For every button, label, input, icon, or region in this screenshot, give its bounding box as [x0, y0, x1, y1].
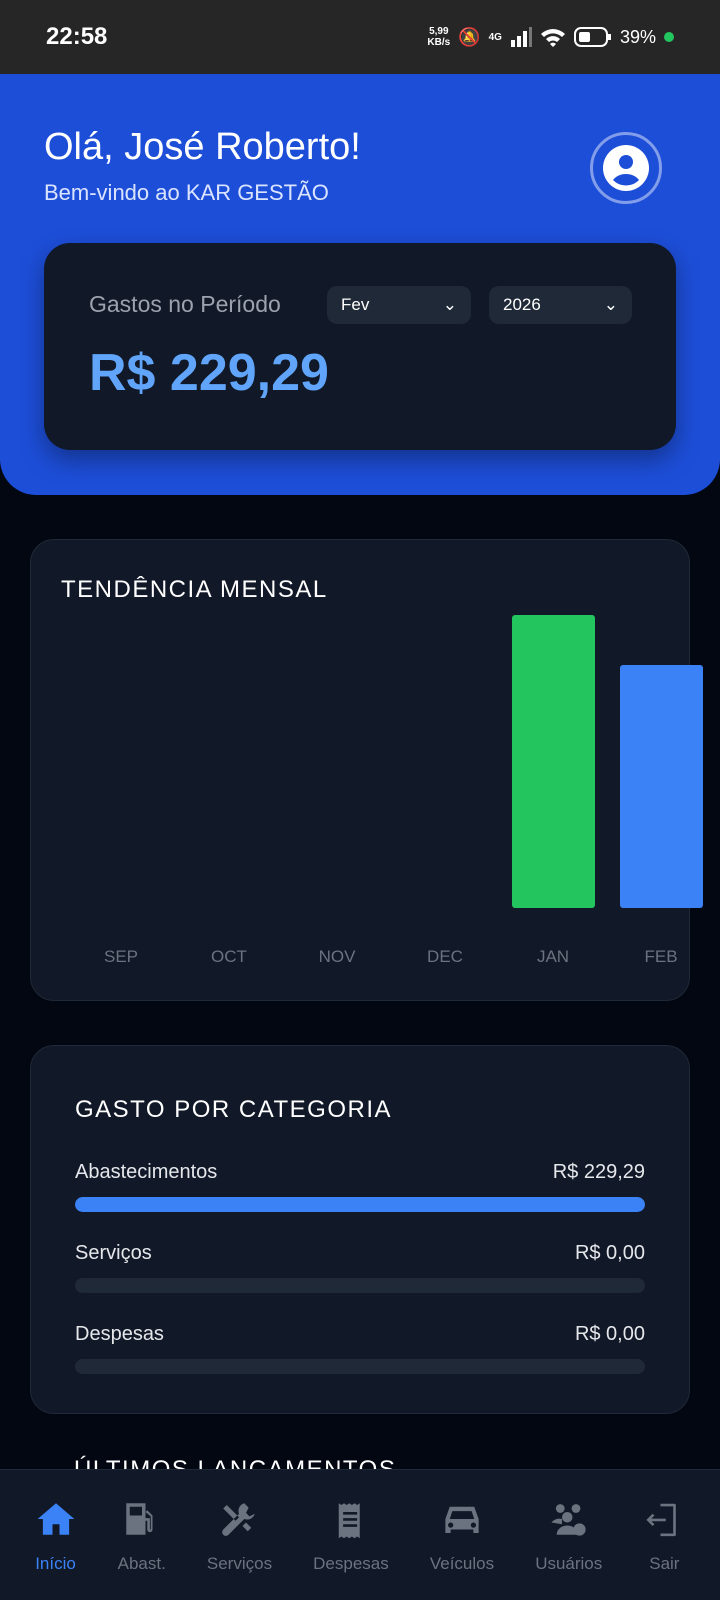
nav-item-veículos[interactable]: Veículos — [430, 1470, 494, 1600]
network-type: 4G — [488, 31, 502, 43]
period-label: Gastos no Período — [89, 291, 281, 317]
nav-item-sair[interactable]: Sair — [643, 1470, 685, 1600]
nav-item-despesas[interactable]: Despesas — [313, 1470, 389, 1600]
monthly-trend-card: TENDÊNCIA MENSAL SEP OCT NOV DEC JAN FEB — [30, 539, 703, 1001]
month-select[interactable]: Fev ⌄ — [327, 286, 471, 324]
chevron-down-icon: ⌄ — [442, 295, 457, 314]
category-item: Abastecimentos R$ 229,29 — [75, 1161, 645, 1212]
x-tick-label: SEP — [103, 947, 139, 966]
nav-item-abast[interactable]: Abast. — [118, 1470, 166, 1600]
net-speed-value: 5,99 — [429, 26, 449, 37]
battery-level: 39% — [619, 26, 656, 47]
year-select[interactable]: 2026 ⌄ — [489, 286, 632, 324]
category-name: Abastecimentos — [75, 1161, 218, 1183]
x-tick-label: OCT — [211, 947, 247, 966]
category-item: Serviços R$ 0,00 — [75, 1242, 645, 1293]
x-tick-label: DEC — [427, 947, 463, 966]
category-value: R$ 0,00 — [574, 1242, 645, 1264]
nav-label: Início — [35, 1554, 76, 1573]
logout-icon — [646, 1503, 677, 1537]
category-value: R$ 0,00 — [574, 1323, 645, 1345]
x-tick-label: NOV — [318, 947, 356, 966]
chart-title: TENDÊNCIA MENSAL — [61, 576, 328, 603]
mute-icon: 🔕 — [458, 26, 481, 47]
privacy-dot — [664, 32, 674, 42]
car-icon — [445, 1506, 479, 1533]
category-progress — [75, 1359, 645, 1374]
bar-feb — [620, 664, 703, 908]
chevron-down-icon: ⌄ — [603, 295, 618, 314]
nav-label: Abast. — [117, 1554, 166, 1573]
period-total: R$ 229,29 — [89, 344, 329, 402]
header: Olá, José Roberto! Bem-vindo ao KAR GEST… — [0, 74, 720, 495]
nav-item-usuários[interactable]: Usuários — [535, 1470, 602, 1600]
year-value: 2026 — [503, 295, 541, 314]
nav-label: Despesas — [313, 1554, 389, 1573]
category-progress — [75, 1197, 645, 1212]
category-card: GASTO POR CATEGORIA Abastecimentos R$ 229… — [30, 1045, 690, 1414]
bottom-nav: Início Abast. Serviços Despesas Veículos Usuá… — [0, 1469, 720, 1600]
wifi-icon — [540, 29, 565, 47]
user-circle-icon — [603, 145, 649, 191]
category-progress-fill — [75, 1197, 645, 1212]
home-icon — [37, 1503, 74, 1535]
nav-label: Veículos — [429, 1554, 495, 1573]
category-value: R$ 229,29 — [552, 1161, 645, 1183]
profile-button[interactable] — [590, 132, 662, 204]
users-gear-icon — [551, 1504, 586, 1536]
category-name: Serviços — [75, 1242, 152, 1264]
bar-jan — [512, 615, 595, 908]
battery-icon — [573, 27, 611, 47]
fuel-pump-icon — [125, 1503, 153, 1535]
nav-item-serviços[interactable]: Serviços — [207, 1470, 272, 1600]
category-item: Despesas R$ 0,00 — [75, 1323, 645, 1374]
x-tick-label: FEB — [644, 947, 678, 966]
category-name: Despesas — [75, 1323, 164, 1345]
nav-item-início[interactable]: Início — [35, 1470, 77, 1600]
category-title: GASTO POR CATEGORIA — [75, 1096, 392, 1123]
period-card: Gastos no Período Fev ⌄ 2026 ⌄ R$ 229,29 — [44, 243, 676, 450]
greeting: Olá, José Roberto! — [44, 126, 361, 168]
net-speed: 5,99 KB/s — [427, 26, 450, 48]
clock: 22:58 — [46, 23, 108, 50]
nav-label: Sair — [649, 1554, 680, 1573]
status-bar: 22:58 5,99 KB/s 🔕 4G 39% — [0, 0, 720, 74]
net-speed-unit: KB/s — [427, 37, 451, 48]
receipt-icon — [338, 1503, 360, 1539]
month-value: Fev — [341, 295, 370, 314]
welcome-subtitle: Bem-vindo ao KAR GESTÃO — [44, 180, 329, 205]
x-tick-label: JAN — [536, 947, 570, 966]
tools-icon — [222, 1503, 256, 1536]
nav-label: Serviços — [206, 1554, 273, 1573]
category-progress — [75, 1278, 645, 1293]
nav-label: Usuários — [535, 1554, 603, 1573]
signal-icon — [510, 27, 532, 47]
